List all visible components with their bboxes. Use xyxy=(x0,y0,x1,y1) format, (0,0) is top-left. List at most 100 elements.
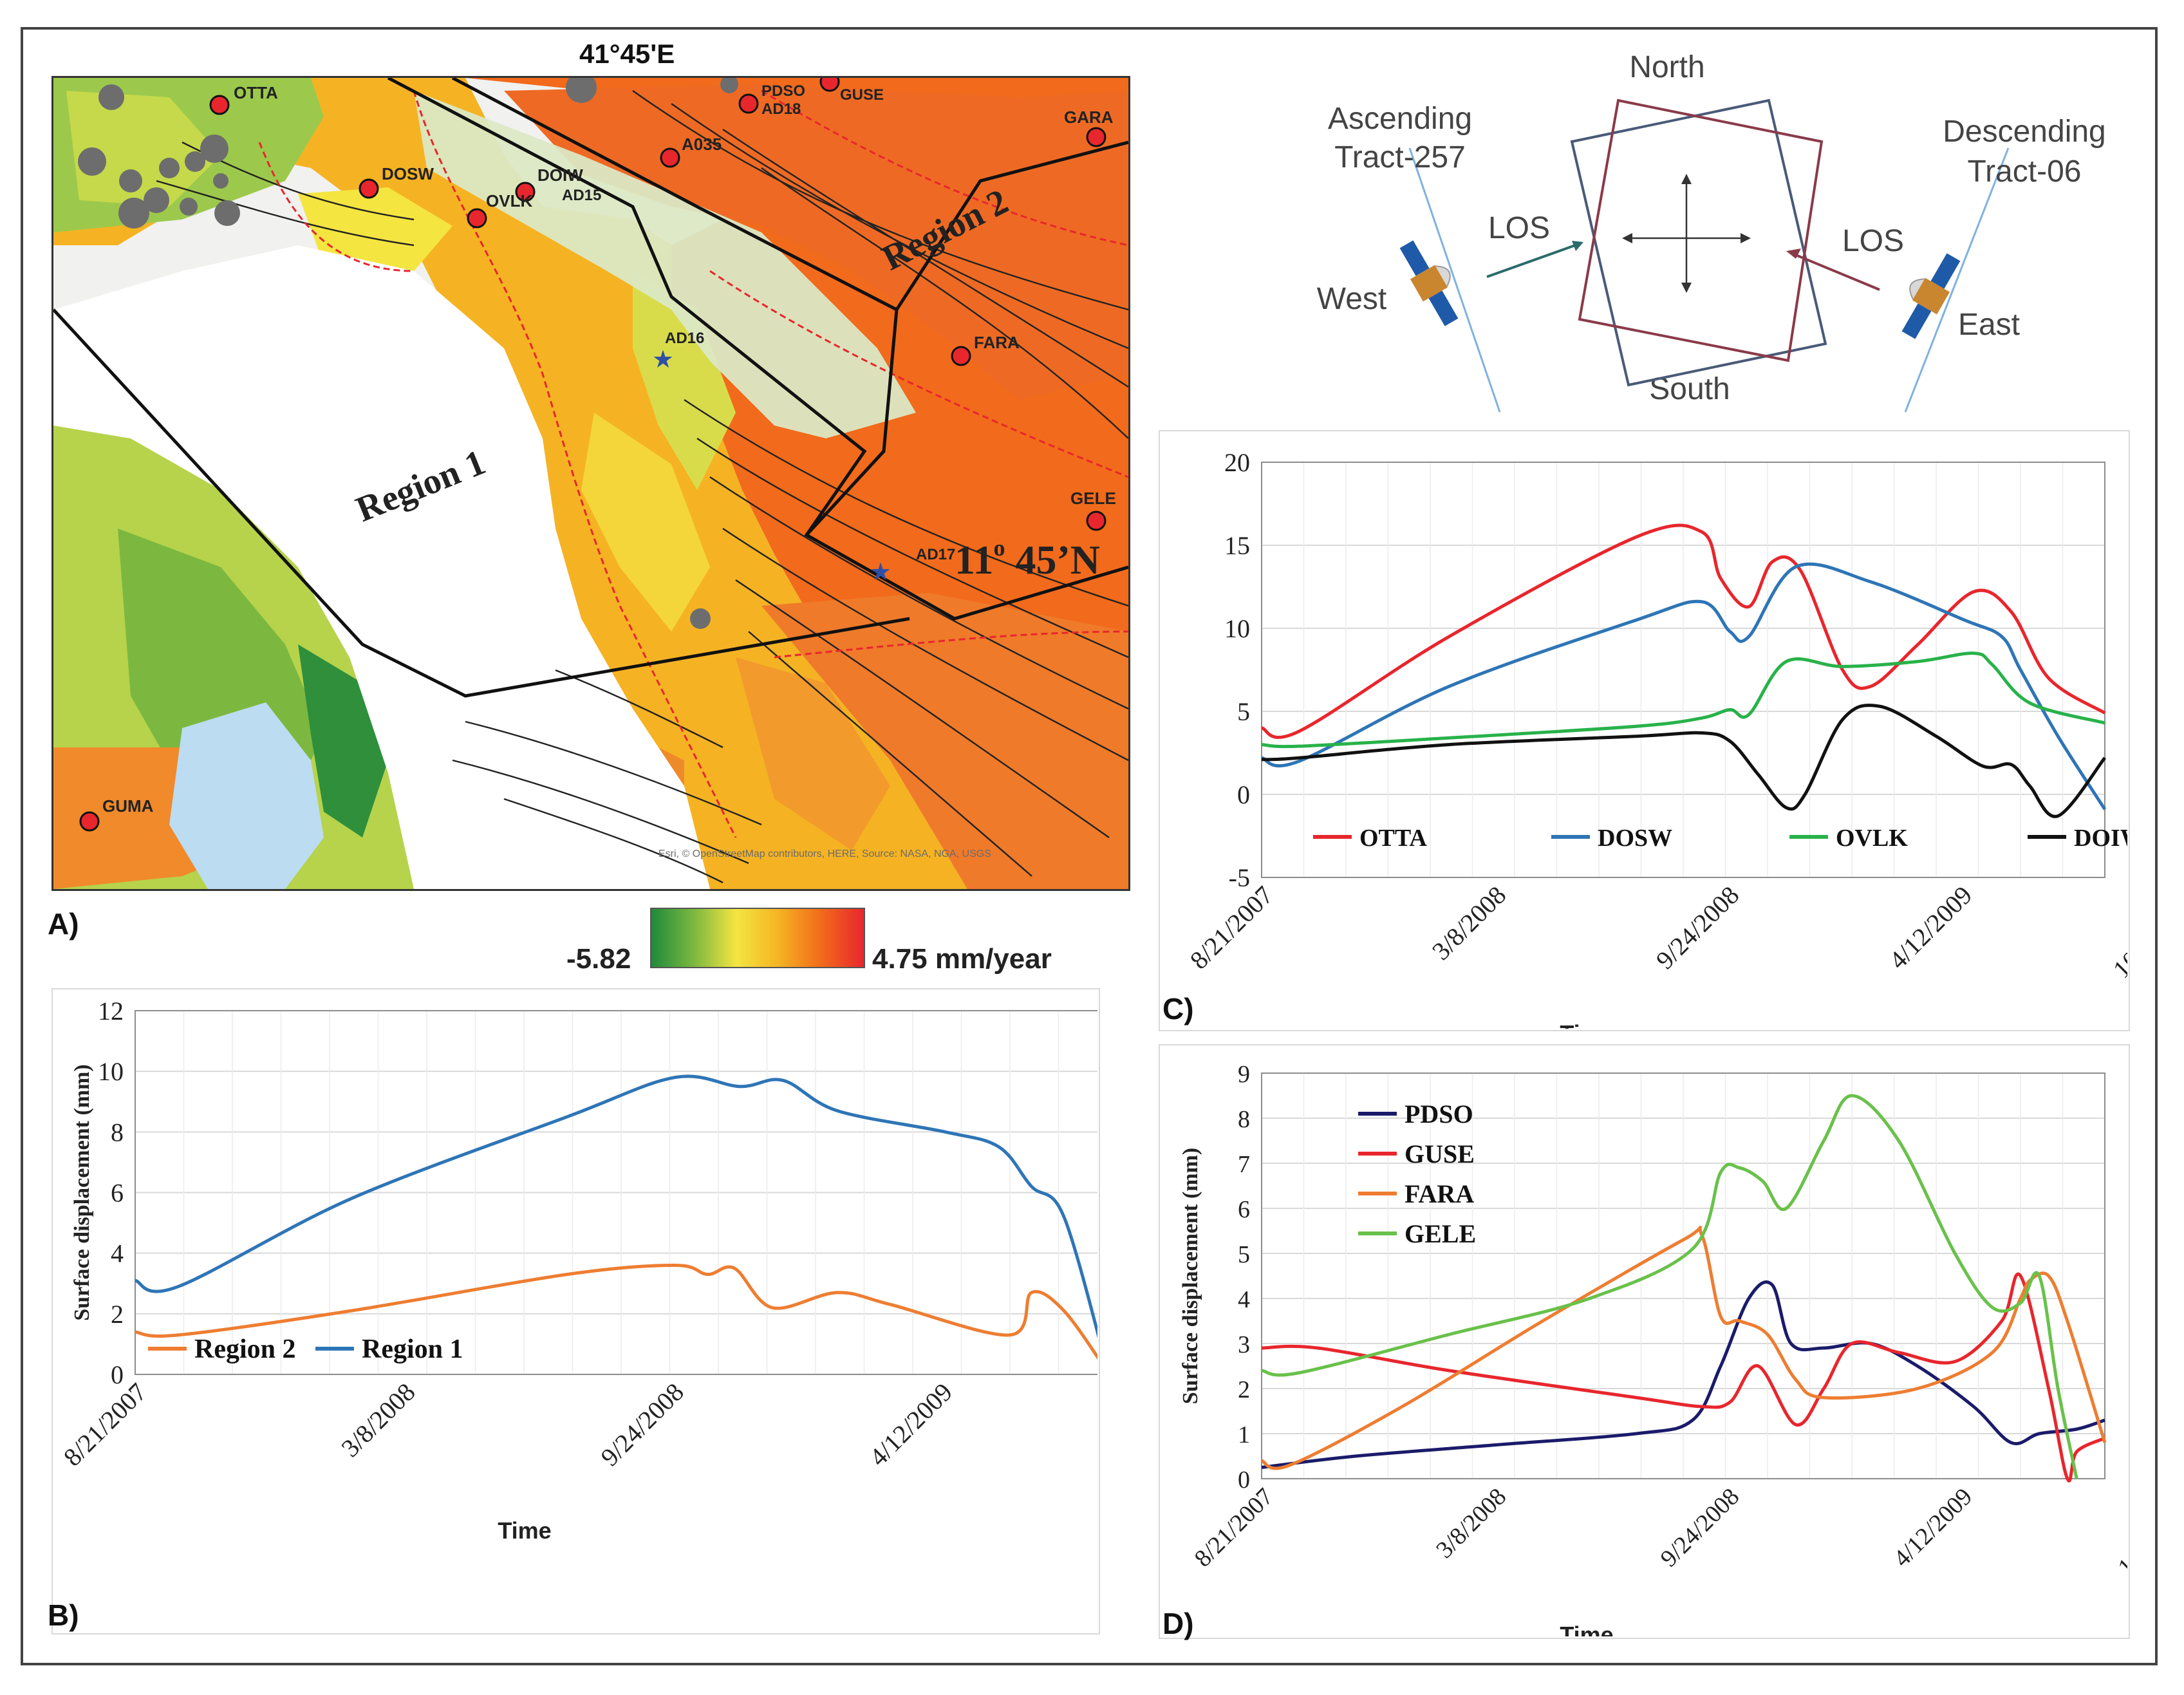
ascending-tract: Tract-257 xyxy=(1334,140,1466,174)
west-label: West xyxy=(1317,282,1386,316)
legend-label: PDSO xyxy=(1405,1100,1473,1128)
north-label: North xyxy=(1629,50,1704,84)
longitude-label: 41°45'E xyxy=(579,39,675,69)
x-tick-label: 9/24/2008 xyxy=(595,1378,689,1472)
station-guma-marker[interactable] xyxy=(79,811,100,832)
star-ad17-icon[interactable]: ★ xyxy=(870,559,891,586)
chart-c: -5 0 5 10 15 20 8/21/2007 3/8/2008 9/24/2008 4/12… xyxy=(1184,448,2127,1029)
series-line-doiw xyxy=(1261,704,2106,818)
station-pdso-marker[interactable] xyxy=(738,93,759,114)
station-ovlk-marker[interactable] xyxy=(467,208,487,229)
svg-text:PDSO: PDSO xyxy=(761,82,805,100)
y-tick-label: -5 xyxy=(1229,863,1250,892)
plot-area xyxy=(1261,462,2105,878)
svg-text:AD15: AD15 xyxy=(562,187,601,204)
map-svg: OTTA DOSW DOIW OVLK AD15 A035 PDSO AD18 … xyxy=(53,78,1128,889)
series-line-gele xyxy=(1261,1094,2078,1479)
y-axis-title: Surface displacement (mm) xyxy=(1179,1148,1202,1404)
satellite-west-icon xyxy=(1399,240,1459,326)
plot-area xyxy=(135,1010,1097,1375)
station-a035-marker[interactable] xyxy=(660,147,680,168)
los-left-label: LOS xyxy=(1488,211,1550,245)
panel-b-box xyxy=(51,988,1100,1634)
x-tick-label: 8/21/2007 xyxy=(1190,1483,1279,1573)
series-line-region-2 xyxy=(135,1263,1097,1360)
station-guse-marker[interactable] xyxy=(819,78,840,92)
colorbar xyxy=(650,908,865,968)
no-data-area xyxy=(53,245,710,889)
plot-area xyxy=(1261,1072,2105,1479)
x-tick-label: 4/12/2009 xyxy=(864,1378,958,1472)
station-gara-marker[interactable] xyxy=(1086,127,1106,147)
y-tick-label: 0 xyxy=(1238,1466,1250,1494)
y-tick-label: 4 xyxy=(1238,1286,1250,1313)
panel-d-box xyxy=(1159,1044,2130,1639)
svg-text:DOSW: DOSW xyxy=(382,164,434,183)
star-ad16-icon[interactable]: ★ xyxy=(652,346,674,373)
cross-arrowheads xyxy=(1622,174,1751,293)
ascending-frame xyxy=(1570,98,1827,387)
x-tick-label: 3/8/2008 xyxy=(335,1378,420,1463)
y-tick-label: 12 xyxy=(98,997,124,1025)
station-fara-marker[interactable] xyxy=(951,346,971,366)
y-tick-label: 20 xyxy=(1224,448,1250,477)
svg-text:GARA: GARA xyxy=(1064,108,1114,127)
y-tick-label: 0 xyxy=(1237,780,1250,809)
x-tick-label: 4/12/2009 xyxy=(1883,881,1978,975)
station-ad16-label: AD16 xyxy=(665,330,704,347)
cardinal-cross xyxy=(1625,177,1748,290)
station-otta-marker[interactable] xyxy=(209,95,230,115)
x-tick-label: 3/8/2008 xyxy=(1431,1483,1511,1564)
legend-label: GELE xyxy=(1405,1219,1476,1248)
acquisition-geometry: Ascending Tract-257 Descending Tract-06 … xyxy=(1317,50,2106,413)
x-axis-title: Time xyxy=(1560,1622,1613,1636)
x-tick-label: 4/12/2009 xyxy=(1889,1483,1978,1573)
panel-a-label: A) xyxy=(48,907,79,941)
svg-text:FARA: FARA xyxy=(974,333,1020,352)
series-line-otta xyxy=(1261,523,2106,739)
x-axis-title: Time xyxy=(498,1517,551,1544)
x-tick-label: 3/8/2008 xyxy=(1426,881,1511,966)
x-tick-label: 10/29/2009 xyxy=(2113,1483,2127,1581)
svg-text:A035: A035 xyxy=(682,135,722,154)
y-tick-label: 2 xyxy=(1238,1376,1250,1403)
los-right-label: LOS xyxy=(1842,224,1904,258)
legend-label: Region 1 xyxy=(362,1334,463,1364)
y-tick-label: 5 xyxy=(1238,1241,1250,1268)
gps-stations: OTTA DOSW DOIW OVLK AD15 A035 PDSO AD18 … xyxy=(79,78,1116,832)
lake xyxy=(169,702,324,889)
satellite-east-icon xyxy=(1901,253,1961,339)
latitude-label: 11o 45’N xyxy=(955,535,1100,583)
region2-boundary xyxy=(387,78,1128,621)
panel-d-label: D) xyxy=(1162,1607,1194,1640)
region1-boundary xyxy=(53,308,910,698)
x-tick-label: 8/21/2007 xyxy=(58,1378,153,1472)
map-attribution: Esri, © OpenStreetMap contributors, HERE… xyxy=(658,848,991,859)
panel-c-box xyxy=(1159,430,2130,1031)
y-axis-title: Surface displacement (mm) xyxy=(70,1064,94,1320)
svg-text:AD18: AD18 xyxy=(761,100,801,118)
chart-d: 0 1 2 3 4 5 6 7 8 9 8/21/2007 3/8/2008 9/24/2008 4/12… xyxy=(1179,1061,2127,1636)
svg-text:DOIW: DOIW xyxy=(537,165,583,185)
y-tick-label: 10 xyxy=(1224,614,1250,643)
y-tick-label: 1 xyxy=(1238,1421,1250,1448)
station-doiw-marker[interactable] xyxy=(515,182,536,202)
map-panel: OTTA DOSW DOIW OVLK AD15 A035 PDSO AD18 … xyxy=(51,76,1130,891)
series-line-dosw xyxy=(1261,562,2107,810)
y-tick-label: 2 xyxy=(111,1300,124,1329)
station-gele-marker[interactable] xyxy=(1086,510,1106,531)
legend-label: GUSE xyxy=(1405,1139,1475,1168)
panel-c-label: C) xyxy=(1162,992,1194,1025)
east-label: East xyxy=(1958,308,2020,342)
series-line-pdso xyxy=(1261,1280,2105,1469)
y-tick-label: 10 xyxy=(98,1057,124,1086)
los-left-arrow xyxy=(1486,243,1578,278)
colorbar-min: -5.82 xyxy=(566,943,631,975)
y-tick-label: 3 xyxy=(1238,1331,1250,1358)
descending-label: Descending xyxy=(1943,115,2106,149)
station-dosw-marker[interactable] xyxy=(359,178,379,199)
y-tick-label: 7 xyxy=(1238,1151,1250,1178)
legend-label: Region 2 xyxy=(194,1334,296,1364)
series-line-ovlk xyxy=(1261,651,2105,749)
svg-text:GUSE: GUSE xyxy=(840,86,884,104)
